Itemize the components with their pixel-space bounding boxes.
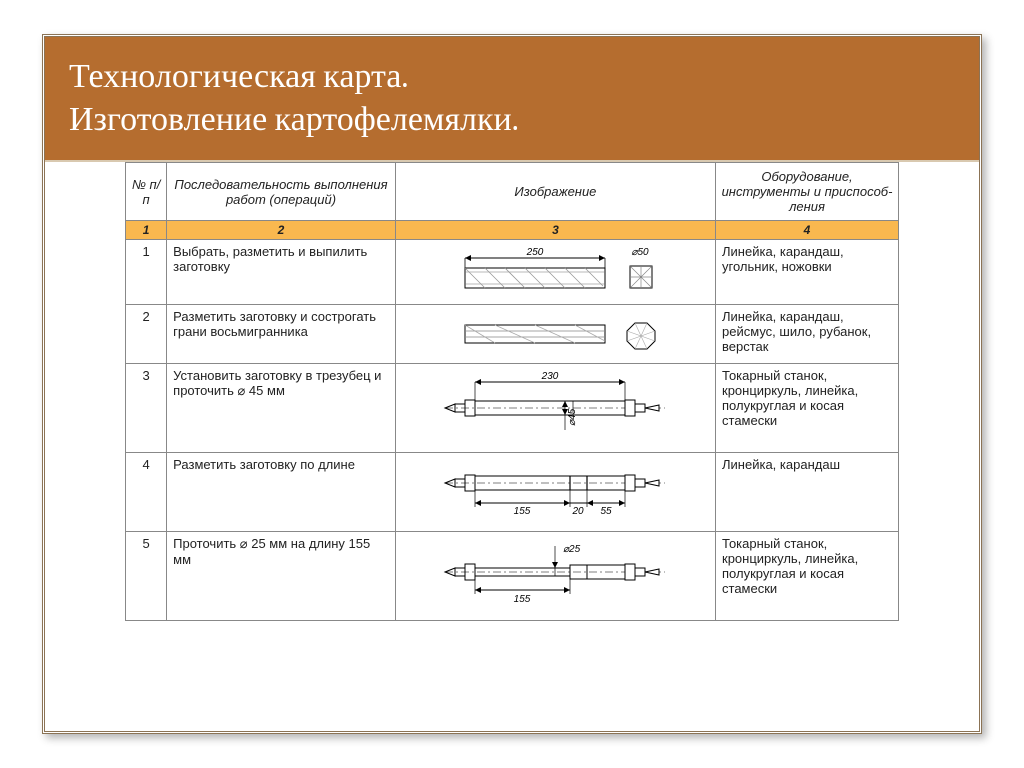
row-seq: Разметить заготовку по длине — [167, 453, 396, 532]
row-eq: Линейка, карандаш, угольник, ножовки — [716, 240, 899, 305]
colnum-2: 2 — [167, 221, 396, 240]
colnum-1: 1 — [126, 221, 167, 240]
row-num: 3 — [126, 364, 167, 453]
title-line-1: Технологическая карта. — [69, 55, 955, 98]
blank-drawing-1: 250 ⌀50 — [435, 244, 675, 300]
header-row: № п/п Последовательность выполнения рабо… — [126, 163, 899, 221]
dim-d25: ⌀25 — [563, 544, 581, 555]
dim-20: 20 — [572, 506, 585, 517]
dim-155b: 155 — [514, 594, 531, 605]
colnum-4: 4 — [716, 221, 899, 240]
row-num: 5 — [126, 532, 167, 621]
table-container: № п/п Последовательность выполнения рабо… — [45, 162, 979, 637]
slide-title: Технологическая карта. Изготовление карт… — [45, 37, 979, 162]
colnum-3: 3 — [395, 221, 715, 240]
row-image: 250 ⌀50 — [395, 240, 715, 305]
header-img: Изображение — [395, 163, 715, 221]
header-num: № п/п — [126, 163, 167, 221]
table-row: 2 Разметить заготовку и сострогать грани… — [126, 305, 899, 364]
dim-155: 155 — [514, 506, 531, 517]
row-eq: Токарный станок, кронциркуль, линейка, п… — [716, 532, 899, 621]
column-number-row: 1 2 3 4 — [126, 221, 899, 240]
blank-drawing-2 — [435, 309, 675, 359]
lathe-drawing-5: ⌀25 155 — [435, 536, 675, 616]
row-image: 155 20 55 — [395, 453, 715, 532]
table-row: 5 Проточить ⌀ 25 мм на длину 155 мм — [126, 532, 899, 621]
row-eq: Линейка, карандаш — [716, 453, 899, 532]
dim-250: 250 — [526, 247, 544, 258]
slide-frame: Технологическая карта. Изготовление карт… — [42, 34, 982, 734]
row-seq: Выбрать, разметить и выпилить заготовку — [167, 240, 396, 305]
row-num: 2 — [126, 305, 167, 364]
tech-card-table: № п/п Последовательность выполнения рабо… — [125, 162, 899, 621]
table-row: 1 Выбрать, разметить и выпилить заготовк… — [126, 240, 899, 305]
row-image — [395, 305, 715, 364]
lathe-drawing-4: 155 20 55 — [435, 457, 675, 527]
row-image: ⌀25 155 — [395, 532, 715, 621]
row-image: 230 — [395, 364, 715, 453]
dim-d50: ⌀50 — [632, 247, 650, 258]
row-eq: Линейка, карандаш, рейсмус, шило, рубано… — [716, 305, 899, 364]
row-seq: Проточить ⌀ 25 мм на длину 155 мм — [167, 532, 396, 621]
table-row: 3 Установить заготовку в трезубец и прот… — [126, 364, 899, 453]
row-eq: Токарный станок, кронциркуль, линейка, п… — [716, 364, 899, 453]
lathe-drawing-3: 230 — [435, 368, 675, 448]
dim-230: 230 — [541, 371, 559, 382]
row-seq: Установить заготовку в трезубец и проточ… — [167, 364, 396, 453]
row-num: 4 — [126, 453, 167, 532]
title-line-2: Изготовление картофелемялки. — [69, 98, 955, 141]
header-seq: Последовательность выполнения работ (опе… — [167, 163, 396, 221]
header-eq: Оборудование, инструменты и приспособ-ле… — [716, 163, 899, 221]
row-seq: Разметить заготовку и сострогать грани в… — [167, 305, 396, 364]
dim-d45: ⌀45 — [567, 408, 578, 426]
row-num: 1 — [126, 240, 167, 305]
dim-55: 55 — [601, 506, 613, 517]
table-row: 4 Разметить заготовку по длине — [126, 453, 899, 532]
